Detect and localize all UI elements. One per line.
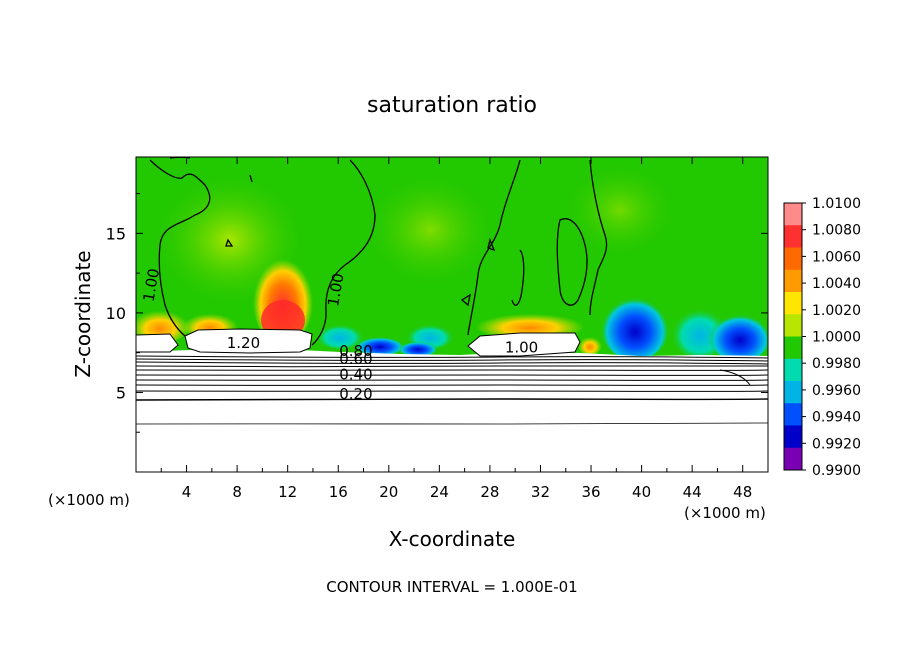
contour-label: 0.80 [339, 342, 372, 360]
colorbar-label: 1.0100 [812, 196, 861, 212]
chart-title: saturation ratio [367, 93, 537, 118]
x-tick-label: 8 [232, 483, 242, 501]
cloud-patch-right [467, 332, 581, 357]
colorbar-swatch [784, 403, 802, 426]
x-tick-label: 40 [632, 483, 651, 501]
colorbar-swatch [784, 203, 802, 226]
lower-contours [136, 355, 768, 425]
colorbar-label: 0.9940 [812, 410, 861, 426]
x-tick-label: 32 [531, 483, 550, 501]
colorbar-label: 0.9900 [812, 463, 861, 479]
contour-label: 1.20 [227, 334, 260, 352]
plot-area [136, 157, 768, 472]
colorbar-label: 1.0060 [812, 249, 861, 265]
colorbar-label: 0.9980 [812, 356, 861, 372]
contour-lines [149, 157, 608, 346]
y-tick-label: 10 [106, 304, 126, 323]
plot-frame [135, 156, 769, 473]
contour-label: 0.60 [339, 350, 372, 368]
cloud-patch-edge [136, 333, 179, 353]
contour-label: 0.40 [339, 366, 372, 384]
colorbar-label: 1.0040 [812, 276, 861, 292]
colorbar-swatch [784, 225, 802, 248]
colorbar-label: 1.0020 [812, 303, 861, 319]
x-tick-label: 36 [581, 483, 600, 501]
x-tick-label: 4 [182, 483, 192, 501]
x-tick-label: 44 [683, 483, 702, 501]
x-axis-title: X-coordinate [389, 527, 516, 551]
contour-label: 0.20 [339, 385, 372, 403]
x-tick-label: 20 [379, 483, 398, 501]
contour-labels: 1.00 1.00 1.00 1.20 0.800.600.400.20 [140, 267, 539, 403]
contour-interval-note: CONTOUR INTERVAL = 1.000E-01 [326, 578, 577, 596]
colorbar-swatch [784, 358, 802, 382]
contour-label: 1.00 [324, 272, 348, 308]
y-axis: 5 10 15 [106, 193, 768, 433]
contour-label: 1.00 [140, 267, 164, 303]
colorbar-label: 0.9960 [812, 383, 861, 399]
subsaturated-region [136, 350, 768, 472]
colorbar: 1.0100 1.0080 1.0060 1.0040 1.0020 1.0000 0.99… [783, 196, 861, 479]
x-tick-label: 24 [430, 483, 449, 501]
x-tick-label: 28 [480, 483, 499, 501]
colorbar-swatch [784, 314, 802, 337]
x-tick-label: 48 [733, 483, 752, 501]
colorbar-swatch [784, 425, 802, 449]
colorbar-swatch [784, 336, 802, 360]
x-unit-left: (×1000 m) [48, 491, 130, 509]
contour-label: 1.00 [505, 339, 538, 357]
colorbar-label: 1.0000 [812, 330, 861, 346]
colorbar-swatch [784, 447, 802, 471]
x-unit-right: (×1000 m) [684, 504, 766, 522]
colorbar-swatch [784, 381, 802, 404]
cloud-patch-left [184, 328, 313, 354]
colorbar-swatch [784, 247, 802, 271]
y-tick-label: 5 [116, 383, 126, 402]
y-axis-title: Z-coordinate [71, 250, 95, 377]
x-tick-label: 16 [329, 483, 348, 501]
colorbar-label: 0.9920 [812, 436, 861, 452]
colorbar-swatch [784, 269, 802, 293]
x-tick-label: 12 [278, 483, 297, 501]
y-tick-label: 15 [106, 224, 126, 243]
x-axis: 4 8 12 16 20 24 28 32 36 40 44 48 [160, 157, 752, 501]
colorbar-label: 1.0080 [812, 223, 861, 239]
colorbar-swatch [784, 292, 802, 315]
